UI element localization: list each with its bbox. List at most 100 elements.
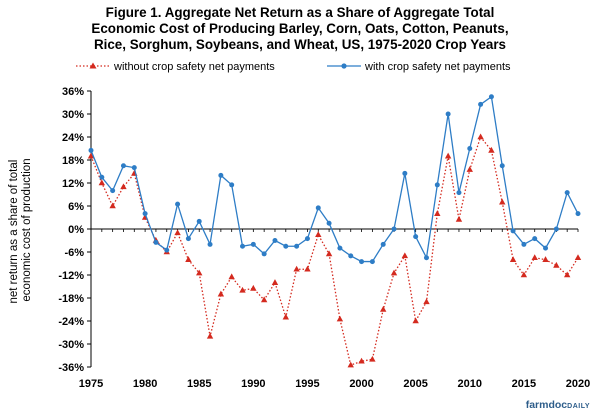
data-point-with	[369, 259, 375, 265]
data-point-without	[531, 254, 538, 261]
data-point-without	[434, 210, 441, 216]
legend-marker-without	[89, 62, 97, 69]
data-point-without	[87, 152, 95, 159]
data-point-with	[185, 236, 191, 242]
data-point-with	[88, 147, 94, 153]
data-point-with	[315, 205, 321, 211]
data-point-with	[380, 241, 386, 247]
y-tick-label: -12%	[58, 270, 84, 282]
data-point-without	[542, 256, 549, 262]
data-point-without	[185, 256, 192, 262]
data-point-without	[499, 198, 506, 205]
data-point-with	[543, 245, 549, 251]
chart-title-line-2: Economic Cost of Producing Barley, Corn,…	[91, 21, 509, 36]
data-point-with	[304, 236, 310, 242]
data-point-with	[391, 226, 397, 232]
y-tick-label: 30%	[62, 109, 84, 121]
data-point-without	[520, 271, 528, 278]
data-point-with	[164, 247, 170, 253]
series-line-without	[90, 135, 579, 366]
legend-item-without: without crop safety net payments	[76, 61, 275, 73]
data-point-without	[98, 179, 106, 186]
data-point-without	[553, 261, 560, 268]
data-point-with	[131, 165, 137, 171]
y-tick-label: 24%	[62, 132, 84, 144]
data-point-without	[174, 229, 181, 236]
y-tick-label: 6%	[68, 201, 84, 213]
data-point-without	[477, 133, 484, 140]
data-point-with	[553, 226, 559, 232]
data-point-with	[142, 211, 148, 217]
legend-label-with: with crop safety net payments	[364, 61, 511, 73]
y-axis-label: net return as a share of total economic …	[8, 156, 33, 303]
legend-label-without: without crop safety net payments	[113, 61, 275, 73]
data-point-with	[229, 182, 235, 188]
series-with-safety-net	[88, 94, 581, 265]
data-point-without	[336, 315, 344, 322]
data-point-without	[369, 355, 376, 362]
data-point-with	[120, 163, 126, 169]
y-tick-label: 36%	[62, 86, 84, 98]
x-tick-label: 1995	[295, 378, 319, 390]
data-point-with	[402, 170, 408, 176]
x-tick-label: 1980	[133, 378, 157, 390]
data-point-without	[444, 152, 452, 159]
x-tick-label: 2020	[566, 378, 590, 390]
data-point-without	[282, 313, 289, 320]
data-point-without	[358, 357, 365, 364]
data-point-with	[261, 251, 267, 257]
data-point-with	[564, 190, 570, 196]
data-point-with	[532, 236, 538, 242]
data-point-without	[120, 183, 127, 190]
data-point-with	[423, 255, 429, 261]
data-point-without	[488, 146, 495, 153]
data-point-without	[196, 269, 203, 276]
chart-title-line-3: Rice, Sorghum, Soybeans, and Wheat, US, …	[93, 37, 507, 52]
data-point-with	[348, 253, 354, 259]
data-point-without	[574, 254, 582, 261]
legend: without crop safety net payments with cr…	[76, 61, 511, 73]
data-point-with	[283, 243, 289, 249]
data-point-with	[326, 220, 332, 226]
data-point-with	[240, 243, 246, 249]
data-point-with	[110, 188, 116, 194]
chart-title: Figure 1. Aggregate Net Return as a Shar…	[0, 5, 600, 53]
x-tick-label: 2015	[512, 378, 536, 390]
data-point-with	[250, 241, 256, 247]
y-tick-label: -6%	[64, 247, 84, 259]
data-point-with	[434, 182, 440, 188]
x-tick-label: 1975	[79, 378, 103, 390]
data-point-without	[250, 284, 257, 291]
chart-title-line-1: Figure 1. Aggregate Net Return as a Shar…	[105, 5, 495, 20]
data-point-with	[510, 228, 516, 234]
data-point-without	[217, 290, 225, 297]
data-point-without	[412, 317, 419, 324]
data-point-without	[423, 298, 430, 305]
data-point-with	[359, 259, 365, 265]
data-point-without	[455, 215, 463, 222]
legend-item-with: with crop safety net payments	[327, 61, 511, 73]
plot-area	[87, 94, 582, 368]
data-point-with	[175, 201, 181, 207]
data-point-without	[390, 269, 398, 276]
data-point-with	[153, 239, 159, 245]
data-point-without	[304, 265, 311, 272]
farmdoc-daily-logo: farmdocDAILY	[525, 399, 590, 411]
data-point-without	[509, 256, 517, 262]
data-point-with	[207, 241, 213, 247]
data-point-with	[294, 243, 300, 249]
data-point-without	[347, 361, 354, 368]
data-point-with	[413, 234, 419, 240]
data-point-with	[478, 101, 484, 107]
y-tick-label: 18%	[62, 155, 84, 167]
data-point-with	[467, 146, 473, 151]
data-point-without	[228, 273, 235, 280]
x-tick-label: 2010	[458, 378, 482, 390]
data-point-with	[456, 190, 462, 196]
data-point-without	[260, 296, 268, 303]
data-point-without	[466, 166, 473, 172]
data-point-without	[239, 286, 246, 293]
data-point-without	[380, 306, 387, 312]
y-axis-label-line-2: economic cost of production	[21, 158, 33, 301]
